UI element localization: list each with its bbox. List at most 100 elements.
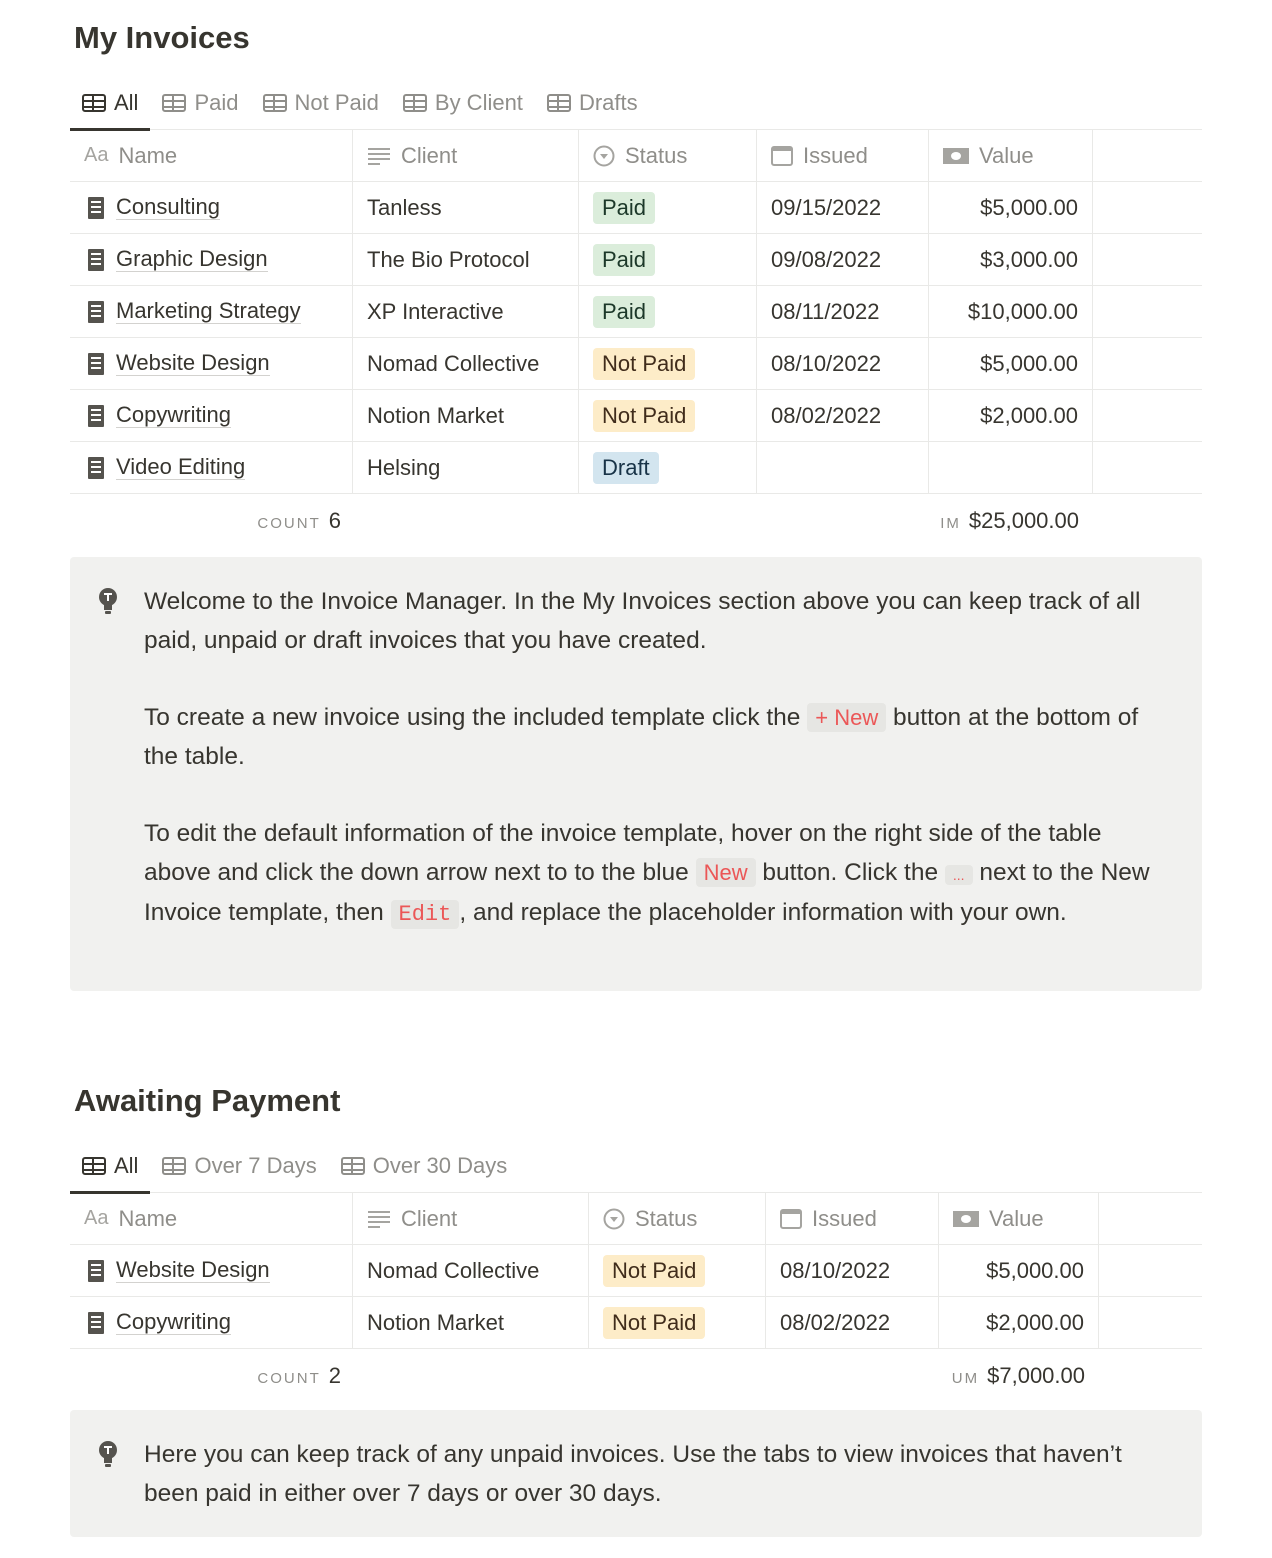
cell-value: $5,000.00 <box>929 338 1093 389</box>
cell-name[interactable]: Website Design <box>70 338 353 389</box>
receipt-icon <box>88 196 104 219</box>
column-label: Client <box>401 1205 458 1231</box>
column-header-issued[interactable]: Issued <box>757 130 929 181</box>
cell-name[interactable]: Copywriting <box>70 1297 353 1348</box>
table-row[interactable]: Copywriting Notion Market Not Paid 08/02/20… <box>70 390 1202 442</box>
money-icon <box>943 147 969 165</box>
row-name-link[interactable]: Graphic Design <box>116 246 268 272</box>
cell-issued <box>757 442 929 493</box>
tab-paid[interactable]: Paid <box>150 76 250 130</box>
callout-paragraph: To edit the default information of the i… <box>144 815 1172 935</box>
tab-drafts[interactable]: Drafts <box>535 76 650 130</box>
cell-name[interactable]: Video Editing <box>70 442 353 493</box>
receipt-icon <box>88 1259 104 1282</box>
row-name-link[interactable]: Consulting <box>116 194 220 220</box>
view-tabs: All Paid Not Paid By Client Drafts <box>70 76 1202 131</box>
column-header-value[interactable]: Value <box>929 130 1093 181</box>
table-row[interactable]: Copywriting Notion Market Not Paid 08/02/20… <box>70 1297 1202 1349</box>
sum-value: $7,000.00 <box>987 1363 1085 1388</box>
tab-by-client[interactable]: By Client <box>391 76 535 130</box>
tab-label: Over 30 Days <box>372 1153 508 1178</box>
row-name-link[interactable]: Website Design <box>116 1257 270 1283</box>
count-summary[interactable]: COUNT 6 <box>257 508 341 534</box>
cell-status: Not Paid <box>589 1297 766 1348</box>
cell-text: $10,000.00 <box>967 298 1078 324</box>
cell-issued: 09/15/2022 <box>757 182 929 233</box>
sum-label: IM <box>940 515 961 532</box>
cell-value: $2,000.00 <box>939 1297 1099 1348</box>
callout-awaiting: Here you can keep track of any unpaid in… <box>70 1410 1202 1537</box>
receipt-icon <box>88 248 104 271</box>
column-header-value[interactable]: Value <box>939 1193 1099 1244</box>
calendar-icon <box>771 145 793 166</box>
column-header-name[interactable]: Aa Name <box>70 1193 353 1244</box>
receipt-icon <box>88 456 104 479</box>
column-header-name[interactable]: Aa Name <box>70 130 353 181</box>
table-row[interactable]: Video Editing Helsing Draft <box>70 442 1202 494</box>
lightbulb-icon <box>99 1441 117 1467</box>
count-summary[interactable]: COUNT 2 <box>257 1363 341 1389</box>
table-row[interactable]: Website Design Nomad Collective Not Paid 08… <box>70 1245 1202 1297</box>
status-badge: Not Paid <box>603 1254 706 1287</box>
row-name-link[interactable]: Copywriting <box>116 1309 231 1335</box>
row-name-link[interactable]: Website Design <box>116 350 270 376</box>
text: button at the bottom of the table. <box>144 704 1139 770</box>
cell-name[interactable]: Consulting <box>70 182 353 233</box>
count-value: 6 <box>328 508 341 533</box>
tab-all[interactable]: All <box>70 76 151 131</box>
sum-summary[interactable]: UM $7,000.00 <box>952 1363 1085 1389</box>
text: To create a new invoice using the includ… <box>144 704 808 731</box>
receipt-icon <box>88 404 104 427</box>
cell-name[interactable]: Copywriting <box>70 390 353 441</box>
lines-icon <box>367 1210 391 1228</box>
sum-summary[interactable]: IM $25,000.00 <box>940 508 1079 534</box>
column-header-status[interactable]: Status <box>579 130 757 181</box>
cell-text: Tanless <box>367 194 442 220</box>
row-name-link[interactable]: Copywriting <box>116 402 231 428</box>
table-header: Aa Name Client Status Issued Value <box>70 130 1202 182</box>
cell-status: Not Paid <box>579 338 757 389</box>
column-header-client[interactable]: Client <box>353 1193 589 1244</box>
tab-over-30-days[interactable]: Over 30 Days <box>329 1139 520 1193</box>
tab-all[interactable]: All <box>70 1139 151 1194</box>
column-header-status[interactable]: Status <box>589 1193 766 1244</box>
cell-text: 08/02/2022 <box>771 402 882 428</box>
cell-empty <box>1093 182 1202 233</box>
select-circle-icon <box>593 145 615 167</box>
cell-text: XP Interactive <box>367 298 504 324</box>
code-new-button: + New <box>807 703 887 732</box>
cell-text: Nomad Collective <box>367 350 540 376</box>
table-icon <box>82 1157 106 1175</box>
money-icon <box>953 1210 979 1228</box>
cell-name[interactable]: Website Design <box>70 1245 353 1296</box>
cell-issued: 08/02/2022 <box>757 390 929 441</box>
tab-not-paid[interactable]: Not Paid <box>251 76 391 130</box>
column-label: Issued <box>812 1205 877 1231</box>
cell-empty <box>1099 1297 1202 1348</box>
tab-label: All <box>114 1153 139 1178</box>
table-icon <box>82 94 106 112</box>
table-row[interactable]: Consulting Tanless Paid 09/15/2022 $5,000.00 <box>70 182 1202 234</box>
cell-name[interactable]: Graphic Design <box>70 234 353 285</box>
cell-text: $2,000.00 <box>980 402 1078 428</box>
table-row[interactable]: Website Design Nomad Collective Not Paid 08… <box>70 338 1202 390</box>
column-header-client[interactable]: Client <box>353 130 579 181</box>
tab-over-7-days[interactable]: Over 7 Days <box>150 1139 328 1193</box>
cell-issued: 08/10/2022 <box>766 1245 939 1296</box>
cell-name[interactable]: Marketing Strategy <box>70 286 353 337</box>
column-label: Status <box>635 1205 698 1231</box>
table-row[interactable]: Marketing Strategy XP Interactive Paid 08/1… <box>70 286 1202 338</box>
row-name-link[interactable]: Video Editing <box>116 454 246 480</box>
cell-client: Helsing <box>353 442 579 493</box>
cell-empty <box>1093 390 1202 441</box>
count-label: COUNT <box>257 1370 321 1387</box>
table-row[interactable]: Graphic Design The Bio Protocol Paid 09/08/… <box>70 234 1202 286</box>
row-name-link[interactable]: Marketing Strategy <box>116 298 301 324</box>
cell-text: $5,000.00 <box>986 1257 1084 1283</box>
cell-client: Notion Market <box>353 1297 589 1348</box>
cell-text: Helsing <box>367 454 441 480</box>
cell-text: 09/15/2022 <box>771 194 882 220</box>
cell-value: $10,000.00 <box>929 286 1093 337</box>
cell-text: The Bio Protocol <box>367 246 530 272</box>
column-header-issued[interactable]: Issued <box>766 1193 939 1244</box>
